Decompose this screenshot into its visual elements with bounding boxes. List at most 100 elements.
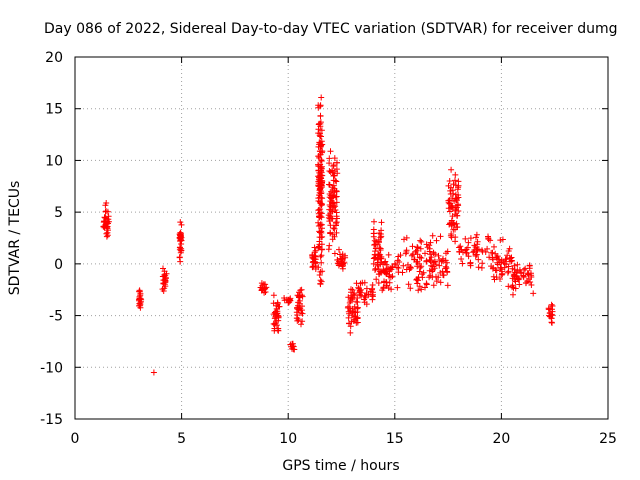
x-axis-ticks: 0 5 10 15 20 25: [71, 57, 617, 447]
data-point: [178, 221, 185, 228]
data-point: [446, 221, 453, 228]
data-point: [473, 234, 479, 241]
data-point: [271, 325, 278, 332]
data-point: [363, 290, 370, 296]
data-point: [497, 276, 503, 282]
data-point: [371, 237, 378, 244]
data-point: [150, 369, 157, 376]
data-point: [348, 286, 354, 293]
data-point: [330, 204, 337, 211]
data-point: [318, 157, 325, 163]
data-point: [458, 256, 465, 262]
data-point: [456, 248, 463, 255]
x-tick-label: 25: [599, 431, 617, 447]
data-point: [514, 261, 521, 268]
data-point: [345, 314, 352, 321]
data-point: [403, 234, 410, 241]
data-point: [352, 313, 359, 320]
data-point: [372, 267, 378, 273]
data-point: [422, 250, 428, 257]
data-point: [258, 286, 265, 293]
data-point: [493, 267, 500, 274]
data-point: [299, 310, 306, 317]
data-point: [414, 280, 421, 287]
data-point: [437, 233, 444, 240]
x-tick-label: 10: [279, 431, 297, 447]
data-point: [491, 276, 498, 283]
data-point: [400, 262, 407, 269]
data-point: [437, 269, 444, 276]
data-point: [177, 219, 184, 226]
data-point: [178, 237, 185, 244]
data-point: [509, 275, 516, 282]
data-point: [436, 262, 443, 269]
chart-title: Day 086 of 2022, Sidereal Day-to-day VTE…: [44, 21, 618, 37]
data-point: [498, 272, 505, 278]
data-point: [309, 264, 316, 270]
data-point: [414, 251, 421, 258]
data-point: [435, 252, 442, 259]
data-point: [327, 230, 334, 237]
data-point: [505, 283, 512, 290]
data-point: [417, 237, 424, 244]
data-point: [391, 260, 398, 267]
grid: [75, 57, 608, 419]
data-point: [316, 272, 323, 278]
data-point: [381, 268, 387, 275]
data-point: [549, 312, 556, 319]
data-point: [160, 288, 167, 294]
data-point: [339, 265, 346, 272]
data-point: [405, 281, 412, 288]
data-point: [275, 303, 282, 310]
data-point: [510, 291, 516, 298]
data-point: [394, 257, 401, 264]
data-point: [494, 255, 500, 262]
y-axis-ticks: -15 -10 -5 0 5 10 15 20: [40, 50, 608, 428]
data-point: [475, 256, 482, 263]
data-point: [448, 203, 455, 210]
data-point: [427, 239, 434, 246]
data-point: [467, 235, 474, 242]
y-tick-label: 0: [54, 257, 63, 273]
data-point: [450, 220, 457, 227]
data-point: [430, 249, 437, 256]
data-point: [274, 300, 281, 307]
data-point: [318, 94, 325, 101]
data-point: [530, 290, 537, 297]
data-point: [418, 263, 425, 270]
data-point: [270, 292, 277, 299]
data-point: [104, 220, 110, 227]
data-point: [376, 239, 382, 246]
data-point: [549, 303, 556, 309]
data-point: [473, 231, 480, 238]
data-point: [448, 234, 455, 241]
data-point: [333, 187, 340, 194]
data-point: [504, 269, 511, 276]
data-point: [346, 305, 353, 312]
data-point: [497, 237, 504, 244]
data-point: [407, 285, 414, 292]
data-point: [319, 225, 325, 232]
data-point: [386, 273, 393, 280]
data-point: [417, 245, 424, 252]
data-point: [381, 279, 388, 286]
data-point: [298, 292, 305, 299]
data-point: [386, 279, 393, 286]
data-point: [428, 262, 435, 269]
data-point: [545, 305, 552, 312]
data-point: [475, 264, 482, 271]
data-point: [331, 250, 338, 257]
data-point: [315, 130, 322, 137]
data-point: [492, 250, 499, 257]
data-point: [388, 286, 395, 293]
y-tick-label: 5: [54, 205, 63, 221]
data-point: [514, 268, 521, 274]
data-point: [522, 265, 529, 272]
data-point: [161, 271, 168, 278]
data-point: [348, 295, 355, 302]
data-point: [316, 213, 322, 220]
data-point: [329, 236, 336, 243]
data-point: [444, 282, 451, 289]
data-point: [380, 284, 387, 291]
